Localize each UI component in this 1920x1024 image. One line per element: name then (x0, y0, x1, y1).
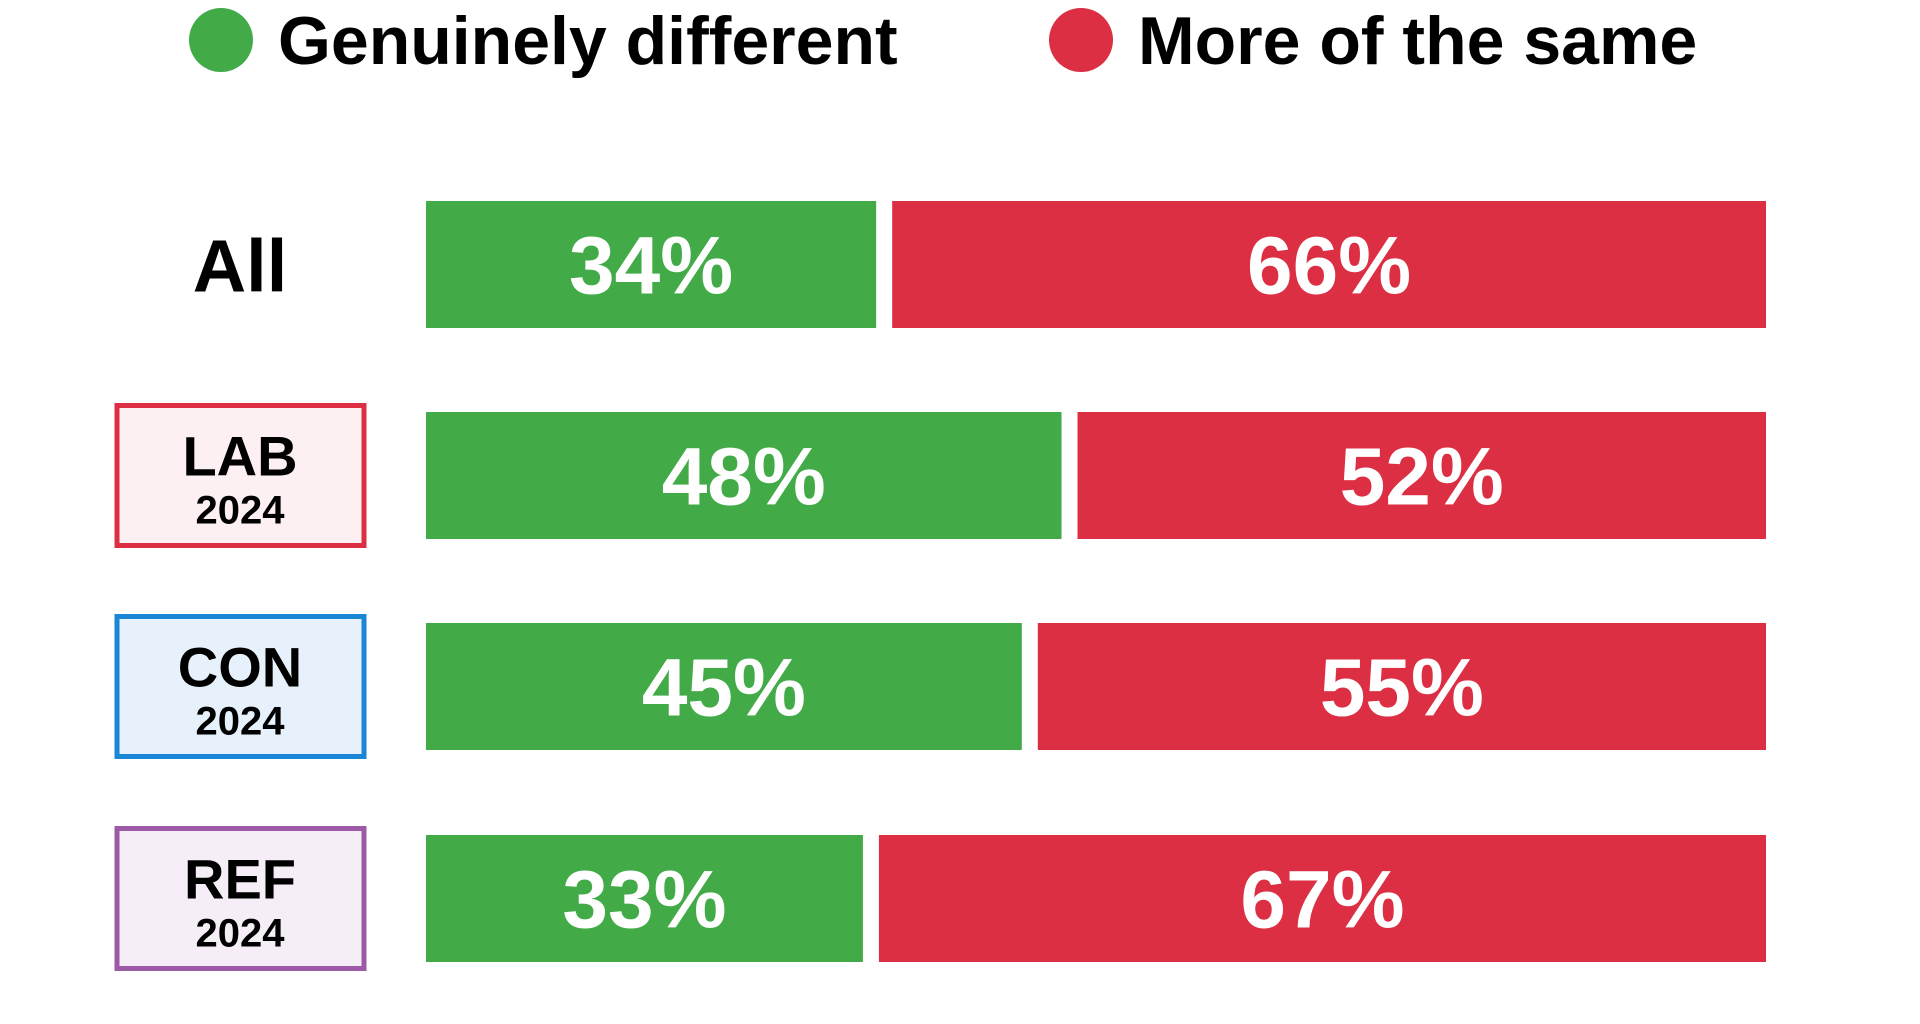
legend-swatch-genuinely-different (189, 8, 253, 72)
data-label-ref-more-of-the-same: 67% (1240, 855, 1404, 946)
category-label-ref: REF (184, 848, 296, 911)
bar-ref-genuinely-different (426, 835, 863, 962)
data-label-con-more-of-the-same: 55% (1320, 643, 1484, 734)
bar-ref-more-of-the-same (878, 835, 1766, 962)
bar-all-more-of-the-same (892, 201, 1766, 328)
data-label-ref-genuinely-different: 33% (562, 855, 726, 946)
bar-con-more-of-the-same (1037, 623, 1766, 750)
category-label-all: All (193, 225, 288, 308)
data-label-lab-more-of-the-same: 52% (1340, 432, 1504, 523)
category-year-lab: 2024 (196, 489, 286, 533)
data-label-all-more-of-the-same: 66% (1247, 221, 1411, 312)
bar-con-genuinely-different (426, 623, 1022, 750)
category-label-con: CON (178, 636, 302, 699)
bars: 34% 66% 48% 52% 45% 55% 33% 67% (426, 201, 1766, 962)
category-year-con: 2024 (196, 700, 286, 744)
bar-all-genuinely-different (426, 201, 877, 328)
legend-swatch-more-of-the-same (1049, 8, 1113, 72)
legend: Genuinely different More of the same (189, 3, 1697, 79)
category-year-ref: 2024 (196, 912, 286, 956)
bar-lab-genuinely-different (426, 412, 1062, 539)
data-label-con-genuinely-different: 45% (642, 643, 806, 734)
category-label-lab: LAB (182, 425, 297, 488)
legend-label-more-of-the-same: More of the same (1138, 3, 1697, 79)
category-box-con (114, 614, 367, 759)
data-label-lab-genuinely-different: 48% (662, 432, 826, 523)
legend-label-genuinely-different: Genuinely different (278, 3, 898, 79)
bar-lab-more-of-the-same (1077, 412, 1766, 539)
category-box-ref (114, 826, 367, 971)
data-label-all-genuinely-different: 34% (569, 221, 733, 312)
category-box-lab (114, 403, 367, 548)
